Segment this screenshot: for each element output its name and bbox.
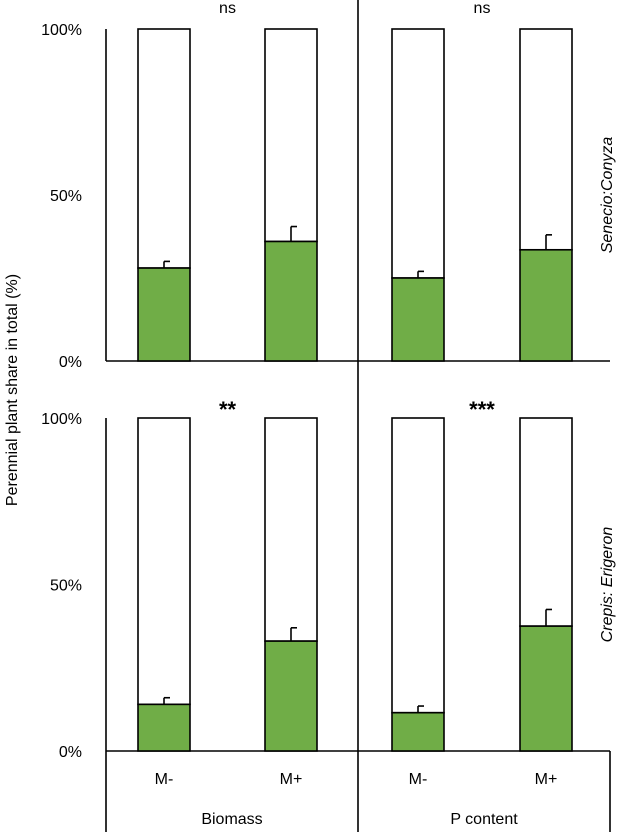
bar-perennial-share <box>519 248 573 362</box>
significance-label: ns <box>474 0 491 17</box>
bar-remainder <box>264 417 318 642</box>
bar-perennial-share <box>264 640 318 752</box>
significance-label: ** <box>219 397 237 422</box>
labels-layer: 0% 50% 100% Senecio:Conyza ns ns 0% 50% 100% Crep… <box>4 0 616 828</box>
row-label: Senecio:Conyza <box>599 137 616 254</box>
bar-perennial-share <box>264 240 318 362</box>
y-tick-label: 100% <box>41 22 82 39</box>
y-tick-label: 0% <box>59 354 82 371</box>
bar-remainder <box>137 417 191 706</box>
bar-perennial-share <box>391 277 445 362</box>
bar-perennial-share <box>391 711 445 752</box>
group-label: P content <box>450 811 518 828</box>
category-label: M+ <box>535 771 558 788</box>
bar-remainder <box>264 28 318 243</box>
bars-layer <box>137 28 573 752</box>
significance-label: *** <box>469 397 495 422</box>
bar-remainder <box>391 28 445 279</box>
bar-remainder <box>519 28 573 251</box>
category-label: M- <box>409 771 428 788</box>
significance-label: ns <box>219 0 236 17</box>
y-tick-label: 0% <box>59 744 82 761</box>
row-label: Crepis: Erigeron <box>599 527 616 643</box>
group-label: Biomass <box>201 811 262 828</box>
y-axis-title: Perennial plant share in total (%) <box>4 274 21 506</box>
y-tick-label: 50% <box>50 188 82 205</box>
y-tick-label: 100% <box>41 411 82 428</box>
y-tick-label: 50% <box>50 578 82 595</box>
bar-perennial-share <box>137 703 191 752</box>
bar-perennial-share <box>519 625 573 752</box>
bar-perennial-share <box>137 267 191 362</box>
bar-remainder <box>137 28 191 269</box>
bar-remainder <box>391 417 445 714</box>
category-label: M- <box>155 771 174 788</box>
bar-remainder <box>519 417 573 627</box>
category-label: M+ <box>280 771 303 788</box>
